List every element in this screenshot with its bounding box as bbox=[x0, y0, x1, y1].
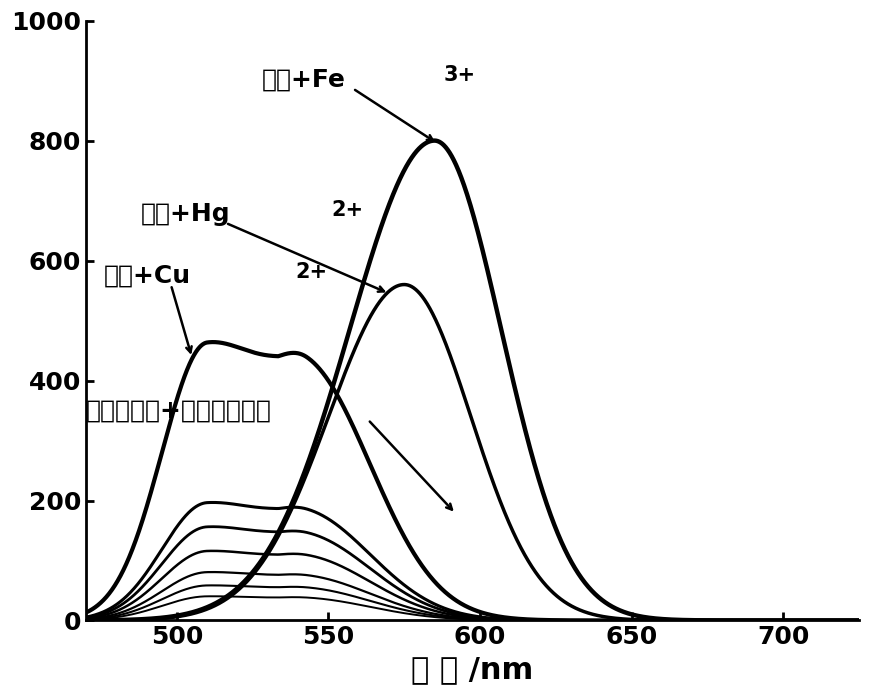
Text: 3+: 3+ bbox=[443, 65, 475, 85]
Text: 2+: 2+ bbox=[331, 199, 363, 220]
Text: 探针+Fe: 探针+Fe bbox=[262, 67, 345, 92]
Text: 探针+Hg: 探针+Hg bbox=[141, 202, 230, 226]
Text: 2+: 2+ bbox=[295, 261, 327, 281]
Text: 探针+Cu: 探针+Cu bbox=[104, 263, 191, 288]
Text: 探针，探针+其他金属离子: 探针，探针+其他金属离子 bbox=[86, 398, 271, 423]
X-axis label: 波 长 /nm: 波 长 /nm bbox=[411, 655, 533, 684]
